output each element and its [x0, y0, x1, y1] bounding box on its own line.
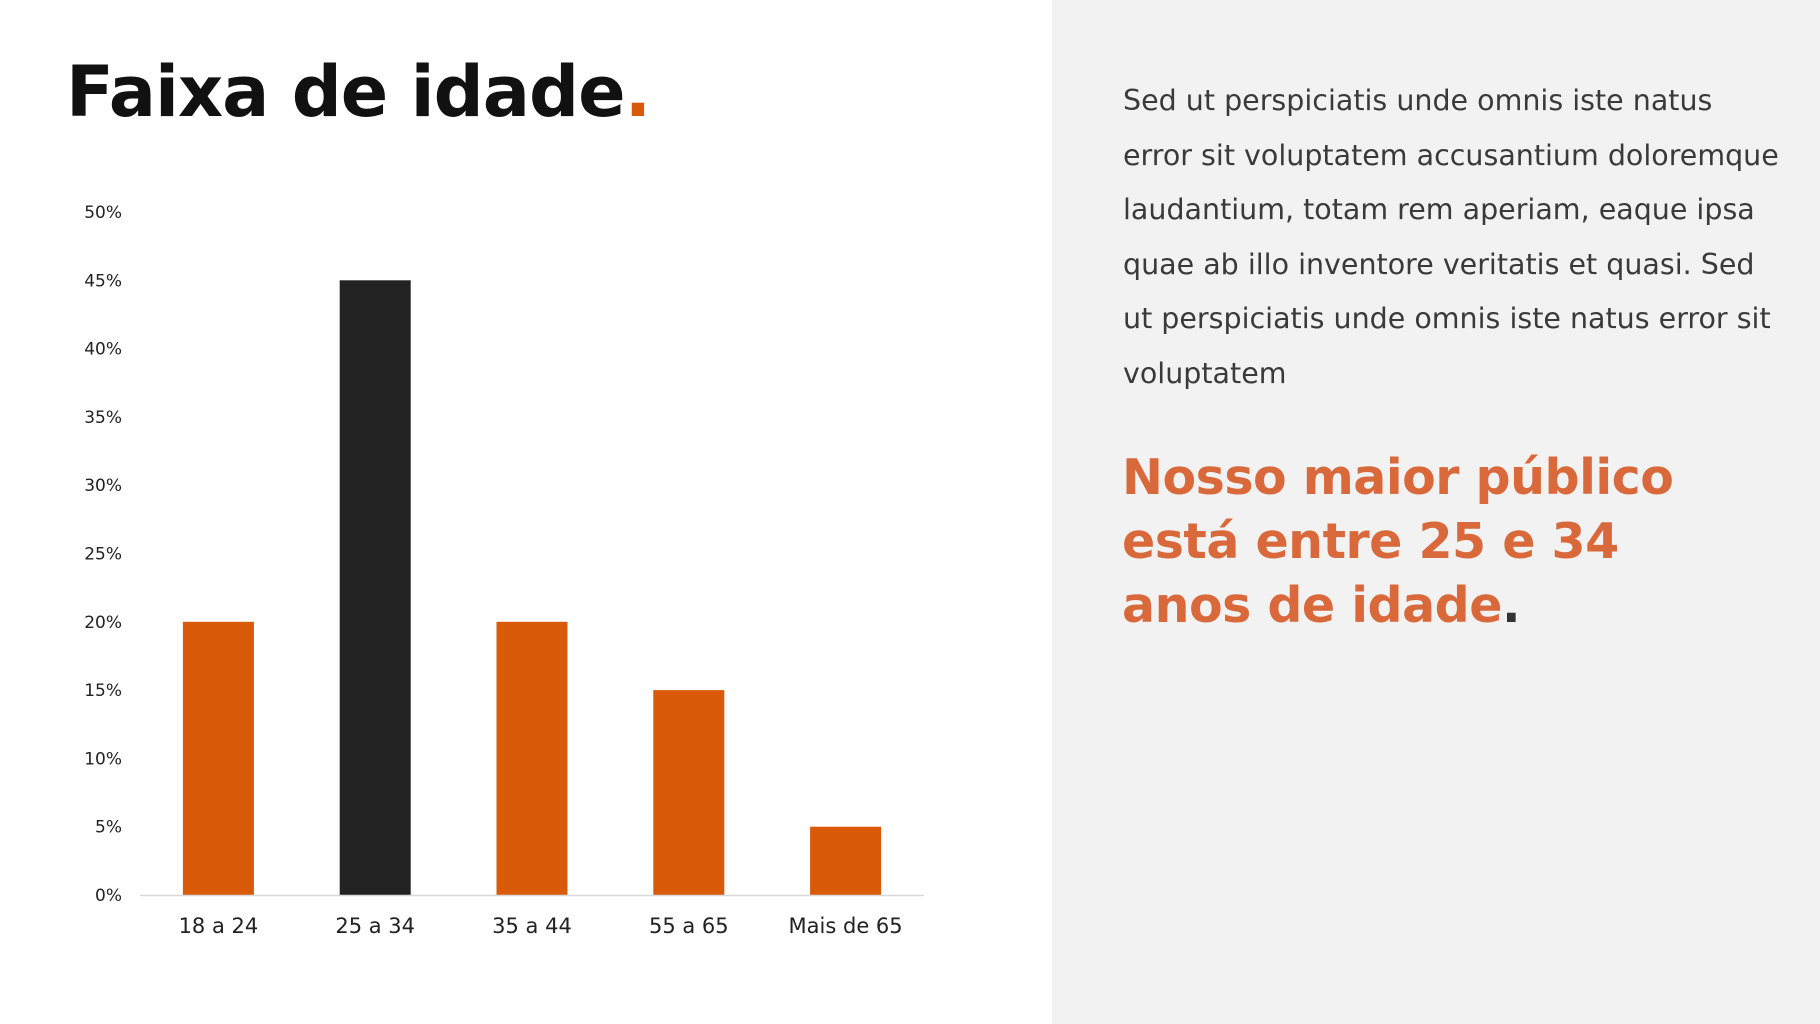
y-tick-label: 30% [84, 476, 122, 496]
highlight-end-dot: . [1501, 577, 1521, 634]
x-tick-label: 25 a 34 [335, 914, 415, 938]
x-axis-tick-labels: 18 a 24 25 a 34 35 a 44 55 a 65 Mais de 65 [179, 914, 903, 938]
x-tick-label: 35 a 44 [492, 914, 572, 938]
title-accent-dot: . [624, 51, 652, 133]
y-tick-label: 25% [84, 545, 122, 565]
highlight-statement-text: Nosso maior público está entre 25 e 34 a… [1122, 449, 1674, 634]
bars [182, 280, 882, 895]
highlight-statement: Nosso maior público está entre 25 e 34 a… [1122, 446, 1762, 638]
bar-35-a-44 [496, 621, 568, 895]
bar-55-a-65 [653, 690, 725, 895]
x-tick-label: 18 a 24 [179, 914, 259, 938]
y-tick-label: 45% [84, 271, 122, 291]
y-tick-label: 5% [95, 818, 122, 838]
description-text: Sed ut perspiciatis unde omnis iste natu… [1123, 84, 1779, 390]
y-tick-label: 20% [84, 613, 122, 633]
age-range-bar-chart: 0% 5% 10% 15% 20% 25% 30% 35% 40% 45% 50% 18 a 24 2… [84, 203, 924, 938]
y-axis-tick-labels: 0% 5% 10% 15% 20% 25% 30% 35% 40% 45% 50% [84, 203, 122, 906]
page-title-text: Faixa de idade [66, 51, 626, 133]
text-panel [1052, 0, 1820, 1024]
y-tick-label: 35% [84, 408, 122, 428]
bar-18-a-24 [182, 621, 254, 895]
bar-mais-de-65 [810, 826, 882, 895]
y-tick-label: 50% [84, 203, 122, 223]
page-title: Faixa de idade. [66, 51, 652, 133]
x-tick-label: 55 a 65 [649, 914, 729, 938]
y-tick-label: 10% [84, 749, 122, 769]
y-tick-label: 0% [95, 886, 122, 906]
bar-25-a-34 [339, 280, 411, 895]
x-tick-label: Mais de 65 [789, 914, 903, 938]
y-tick-label: 40% [84, 340, 122, 360]
y-tick-label: 15% [84, 681, 122, 701]
